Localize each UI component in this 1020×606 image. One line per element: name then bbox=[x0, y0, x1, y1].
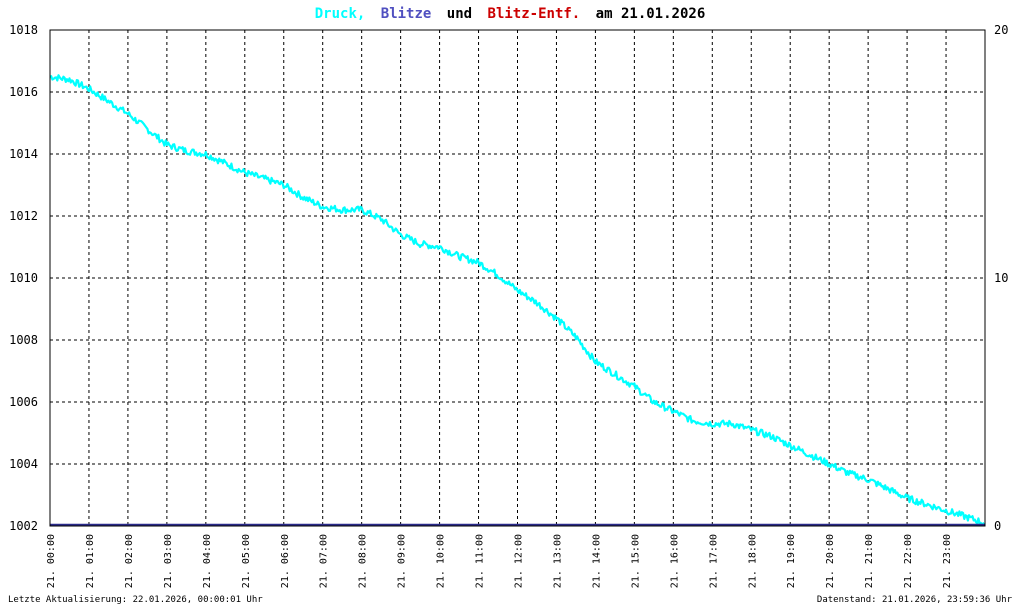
x-tick-label: 21. 04:00 bbox=[202, 534, 213, 588]
x-tick-label: 21. 08:00 bbox=[358, 534, 369, 588]
title-druck: Druck, bbox=[315, 6, 366, 22]
x-tick-label: 21. 10:00 bbox=[436, 534, 447, 588]
x-tick-label: 21. 06:00 bbox=[280, 534, 291, 588]
y-left-tick-label: 1004 bbox=[9, 457, 38, 471]
y-left-tick-label: 1008 bbox=[9, 333, 38, 347]
y-right-tick-label: 10 bbox=[994, 271, 1008, 285]
x-tick-label: 21. 11:00 bbox=[475, 534, 486, 588]
x-tick-label: 21. 05:00 bbox=[241, 534, 252, 588]
footer-last-update: Letzte Aktualisierung: 22.01.2026, 00:00… bbox=[8, 595, 263, 605]
title-blitze: Blitze bbox=[381, 6, 432, 22]
x-tick-label: 21. 02:00 bbox=[124, 534, 135, 588]
x-tick-label: 21. 22:00 bbox=[903, 534, 914, 588]
y-left-tick-label: 1002 bbox=[9, 519, 38, 533]
x-tick-label: 21. 12:00 bbox=[514, 534, 525, 588]
chart-title: Druck, Blitze und Blitz-Entf. am 21.01.2… bbox=[315, 6, 706, 22]
y-left-tick-label: 1006 bbox=[9, 395, 38, 409]
x-axis: 21. 00:00 21. 01:00 21. 02:00 21. 03:00 21. … bbox=[46, 534, 953, 588]
x-tick-label: 21. 13:00 bbox=[552, 534, 563, 588]
y-axis-right: 0 10 20 bbox=[994, 23, 1008, 533]
x-tick-label: 21. 03:00 bbox=[163, 534, 174, 588]
title-date: am 21.01.2026 bbox=[596, 6, 706, 22]
x-tick-label: 21. 07:00 bbox=[319, 534, 330, 588]
x-tick-label: 21. 19:00 bbox=[786, 534, 797, 588]
footer-data-status: Datenstand: 21.01.2026, 23:59:36 Uhr bbox=[817, 595, 1013, 605]
y-left-tick-label: 1014 bbox=[9, 147, 38, 161]
y-left-tick-label: 1016 bbox=[9, 85, 38, 99]
x-tick-label: 21. 00:00 bbox=[46, 534, 57, 588]
y-left-tick-label: 1010 bbox=[9, 271, 38, 285]
x-tick-label: 21. 17:00 bbox=[708, 534, 719, 588]
x-tick-label: 21. 09:00 bbox=[397, 534, 408, 588]
x-tick-label: 21. 18:00 bbox=[747, 534, 758, 588]
x-tick-label: 21. 20:00 bbox=[825, 534, 836, 588]
series-line-druck bbox=[49, 74, 985, 526]
y-right-tick-label: 0 bbox=[994, 519, 1001, 533]
x-tick-label: 21. 15:00 bbox=[630, 534, 641, 588]
title-und: und bbox=[447, 6, 472, 22]
plot-frame bbox=[49, 29, 986, 527]
x-tick-label: 21. 01:00 bbox=[85, 534, 96, 588]
x-tick-label: 21. 21:00 bbox=[864, 534, 875, 588]
x-tick-label: 21. 14:00 bbox=[591, 534, 602, 588]
series-layer bbox=[49, 74, 985, 527]
y-axis-left: 1002 1004 1006 1008 1010 1012 1014 1016 1018 bbox=[9, 23, 38, 533]
grid-lines bbox=[50, 30, 985, 526]
x-tick-label: 21. 16:00 bbox=[669, 534, 680, 588]
x-tick-label: 21. 23:00 bbox=[942, 534, 953, 588]
title-blitz-entf: Blitz-Entf. bbox=[488, 6, 581, 22]
y-left-tick-label: 1012 bbox=[9, 209, 38, 223]
y-left-tick-label: 1018 bbox=[9, 23, 38, 37]
y-right-tick-label: 20 bbox=[994, 23, 1008, 37]
